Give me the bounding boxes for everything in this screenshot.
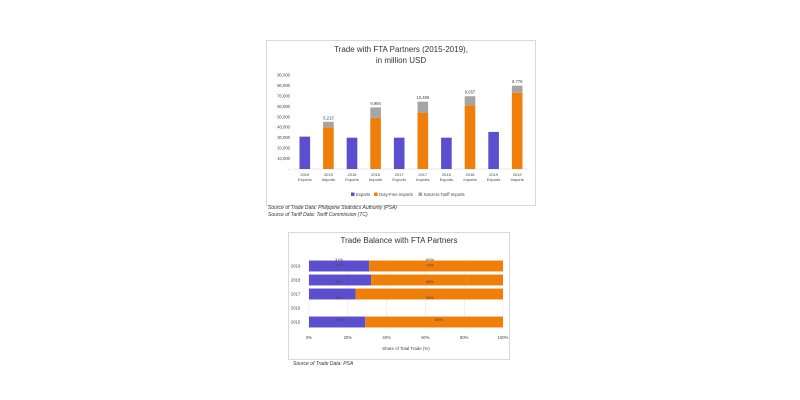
nonzero-tariff-imports-bar xyxy=(511,85,523,93)
x-tick-label: Exports xyxy=(487,177,501,182)
legend-label: Exports xyxy=(356,192,370,197)
exports-share-bar xyxy=(309,260,370,272)
y-tick-label: 2015 xyxy=(291,320,301,325)
duty-free-imports-bar xyxy=(464,105,476,169)
y-tick-label: 30,000 xyxy=(277,135,290,140)
trade-bar-plot: 90,000 80,000 70,000 60,000 50,000 40,000 30,0… xyxy=(277,73,529,197)
x-tick-label: 2018 xyxy=(466,172,476,177)
x-tick-label: Imports xyxy=(463,177,476,182)
x-tick-label: 2016 xyxy=(371,172,381,177)
x-tick-label: 2018 xyxy=(442,172,452,177)
x-tick-label: Exports xyxy=(298,177,312,182)
y-tick-label: 2017 xyxy=(291,292,301,297)
y-tick-label: 20,000 xyxy=(277,146,290,151)
duty-free-imports-bar xyxy=(370,117,381,169)
legend-swatch xyxy=(351,192,355,196)
x-tick-label: 100% xyxy=(498,335,509,340)
balance-bar-plot: 0% 20% 40% 60% 80% 100% Share of Total Trade (… xyxy=(291,257,509,351)
imports-share-bar xyxy=(365,316,503,328)
x-tick-label: 20% xyxy=(344,335,353,340)
nonzero-tariff-imports-bar xyxy=(370,107,381,118)
y-tick-label: 60,000 xyxy=(277,104,290,109)
x-tick-label: Exports xyxy=(345,177,359,182)
exports-bar xyxy=(346,137,358,169)
nonzero-tariff-imports-bar xyxy=(323,121,334,128)
y-tick-label: 90,000 xyxy=(277,73,290,78)
y-tick-label: 80,000 xyxy=(277,83,290,88)
fta-trade-chart: Trade with FTA Partners (2015-2019), in … xyxy=(266,40,536,206)
data-label: 8,657 xyxy=(465,90,476,95)
chart-title: Trade with FTA Partners (2015-2019), xyxy=(334,45,468,54)
legend-label: Nonzero Tariff Imports xyxy=(424,192,465,197)
share-label: 68% xyxy=(426,279,434,284)
nonzero-tariff-imports-bar xyxy=(417,101,429,113)
y-tick-label: - xyxy=(289,167,291,172)
share-label: 69% xyxy=(426,257,434,262)
nonzero-tariff-imports-bar xyxy=(464,96,476,106)
exports-bar xyxy=(299,136,311,169)
x-tick-label: Imports xyxy=(322,177,335,182)
y-tick-label: 2018 xyxy=(291,278,301,283)
exports-share-bar xyxy=(309,316,366,328)
x-tick-label: 2017 xyxy=(395,172,405,177)
y-tick-label: 2019 xyxy=(291,264,301,269)
exports-bar xyxy=(488,131,499,169)
x-tick-label: 80% xyxy=(460,335,469,340)
share-label: 29% xyxy=(337,317,345,322)
share-label: 31% xyxy=(335,257,343,262)
x-tick-label: Exports xyxy=(392,177,406,182)
legend-swatch xyxy=(418,192,423,196)
data-label: 6,776 xyxy=(512,79,523,84)
data-label: 10,486 xyxy=(416,95,429,100)
balance-data-source: Source of Trade Data: PSA xyxy=(293,361,354,367)
legend-swatch xyxy=(374,192,378,196)
share-label: 20% xyxy=(335,263,343,268)
chart-title: Trade Balance with FTA Partners xyxy=(340,236,458,245)
x-tick-label: 2015 xyxy=(324,172,334,177)
share-label: 72% xyxy=(426,263,434,268)
x-axis-title: Share of Total Trade (%) xyxy=(382,346,430,351)
imports-share-bar xyxy=(369,260,503,272)
x-tick-label: 2016 xyxy=(348,172,358,177)
duty-free-imports-bar xyxy=(323,127,334,169)
imports-share-bar xyxy=(371,274,503,286)
imports-share-bar xyxy=(355,288,503,300)
exports-bar xyxy=(441,137,452,169)
y-tick-label: 50,000 xyxy=(277,114,290,119)
x-tick-label: Imports xyxy=(511,177,524,182)
x-tick-label: 2019 xyxy=(489,172,499,177)
exports-share-bar xyxy=(309,288,356,300)
share-label: 24% xyxy=(335,295,343,300)
data-label: 9,966 xyxy=(370,101,381,106)
exports-share-bar xyxy=(309,274,372,286)
tariff-data-source: Source of Tariff Data: Tariff Commission… xyxy=(268,212,368,218)
trade-balance-chart: Trade Balance with FTA Partners 0% 20% 40%… xyxy=(288,232,510,360)
x-tick-label: 60% xyxy=(421,335,430,340)
chart-subtitle: in million USD xyxy=(375,56,427,65)
legend-label: Duty-Free Imports xyxy=(379,192,413,197)
x-tick-label: 2015 xyxy=(300,172,310,177)
x-tick-label: 2019 xyxy=(513,172,523,177)
trade-data-source: Source of Trade Data: Philippine Statist… xyxy=(268,205,397,211)
exports-bar xyxy=(393,137,405,169)
duty-free-imports-bar xyxy=(511,92,523,169)
x-tick-label: 0% xyxy=(306,335,312,340)
data-label: 5,213 xyxy=(323,115,334,120)
y-tick-label: 10,000 xyxy=(277,156,290,161)
share-label: 66% xyxy=(435,317,443,322)
x-tick-label: Exports xyxy=(440,177,454,182)
x-tick-label: Imports xyxy=(369,177,382,182)
y-tick-label: 70,000 xyxy=(277,93,290,98)
x-tick-label: Imports xyxy=(416,177,429,182)
share-label: 32% xyxy=(335,279,343,284)
duty-free-imports-bar xyxy=(417,112,429,169)
x-tick-label: 2017 xyxy=(418,172,428,177)
share-label: 96% xyxy=(426,295,434,300)
x-tick-label: 40% xyxy=(382,335,391,340)
y-tick-label: 2016 xyxy=(291,306,301,311)
y-tick-label: 40,000 xyxy=(277,125,290,130)
